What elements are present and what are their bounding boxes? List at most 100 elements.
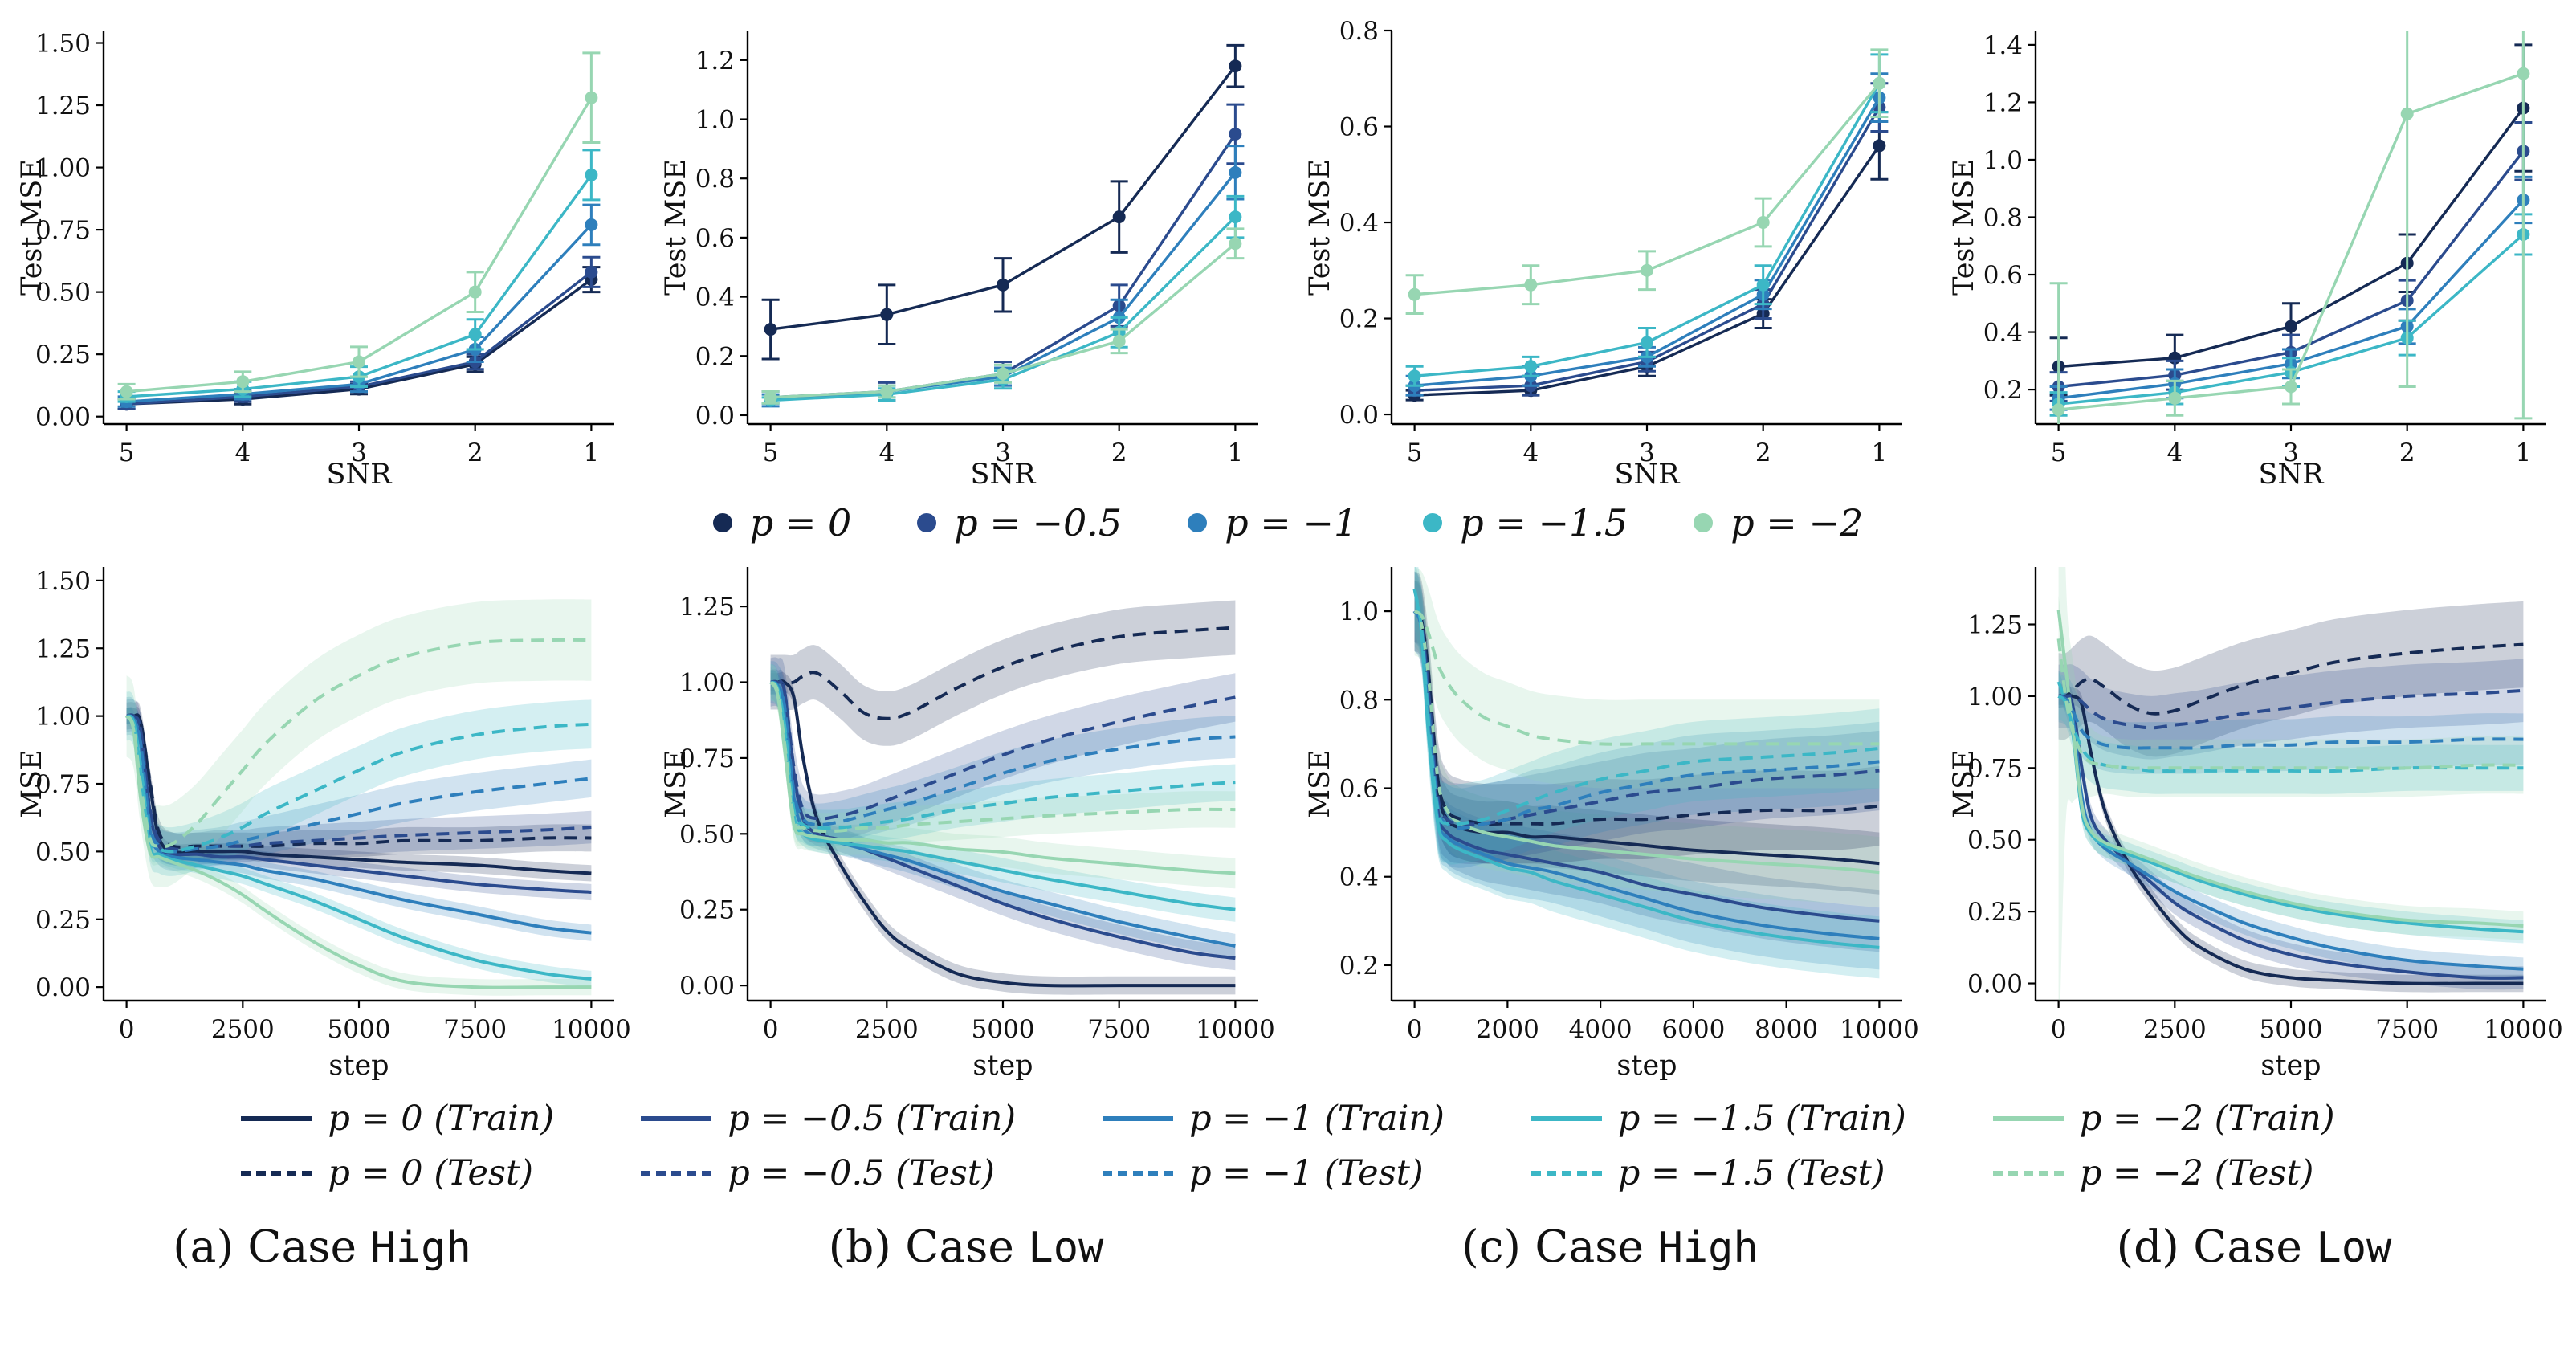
- top-row: 0.00 0.25 0.50 0.75 1.00 1.25 1.50 Test MSE SNR 5…: [0, 11, 2576, 493]
- svg-text:0.4: 0.4: [1983, 319, 2023, 348]
- svg-text:SNR: SNR: [1615, 459, 1681, 491]
- svg-text:0: 0: [119, 1015, 135, 1044]
- legend-item-p0-test: p = 0 (Test): [241, 1153, 554, 1193]
- svg-text:3: 3: [995, 438, 1011, 467]
- legend-label: p = −1 (Train): [1189, 1099, 1445, 1139]
- svg-text:2500: 2500: [2143, 1015, 2207, 1044]
- svg-text:5000: 5000: [2260, 1015, 2323, 1044]
- legend-item-p0: p = 0: [712, 501, 851, 544]
- svg-text:5: 5: [1407, 438, 1423, 467]
- legend-label: p = −0.5 (Test): [728, 1153, 995, 1193]
- svg-text:5000: 5000: [972, 1015, 1035, 1044]
- svg-text:Test MSE: Test MSE: [1304, 159, 1336, 296]
- svg-text:1.2: 1.2: [1983, 88, 2023, 117]
- svg-text:2500: 2500: [211, 1015, 275, 1044]
- svg-text:5: 5: [119, 438, 135, 467]
- svg-text:step: step: [2260, 1050, 2321, 1082]
- chart-steps-b: 0.00 0.25 0.50 0.75 1.00 1.25 MSE step 0 2500 5000…: [660, 567, 1275, 1082]
- svg-text:0.00: 0.00: [679, 972, 735, 1001]
- svg-text:7500: 7500: [1087, 1015, 1151, 1044]
- svg-text:3: 3: [1639, 438, 1655, 467]
- chart-test-mse-d: 0.2 0.4 0.6 0.8 1.0 1.2 1.4 Test MSE SNR 5 4 3 2 1: [1948, 31, 2546, 491]
- svg-text:7500: 7500: [443, 1015, 507, 1044]
- panel-top-c: 0.0 0.2 0.4 0.6 0.8 Test MSE SNR 5 4 3 2 1: [1288, 11, 1932, 493]
- svg-text:0: 0: [2051, 1015, 2067, 1044]
- legend-item-p2-test: p = −2 (Test): [1992, 1153, 2335, 1193]
- line-swatch: [1103, 1171, 1174, 1176]
- svg-text:8000: 8000: [1755, 1015, 1818, 1044]
- svg-text:0.8: 0.8: [1339, 686, 1379, 715]
- chart-steps-a: 0.00 0.25 0.50 0.75 1.00 1.25 1.50 MSE step 0 2500…: [16, 567, 631, 1082]
- svg-text:Test MSE: Test MSE: [660, 159, 692, 296]
- svg-text:0.00: 0.00: [35, 403, 91, 432]
- legend-label: p = 0 (Test): [328, 1153, 534, 1193]
- legend-item-p1-test: p = −1 (Test): [1103, 1153, 1445, 1193]
- svg-text:1.00: 1.00: [35, 703, 91, 732]
- svg-text:0.8: 0.8: [695, 165, 735, 194]
- svg-text:10000: 10000: [2484, 1015, 2563, 1044]
- svg-text:0.4: 0.4: [695, 283, 735, 312]
- svg-text:1.50: 1.50: [35, 567, 91, 596]
- svg-text:0.0: 0.0: [1339, 401, 1379, 430]
- figure: 0.00 0.25 0.50 0.75 1.00 1.25 1.50 Test MSE SNR 5…: [0, 11, 2576, 1272]
- svg-text:step: step: [972, 1050, 1033, 1082]
- caption-d: (d) Case Low: [1932, 1221, 2576, 1272]
- chart-test-mse-b: 0.0 0.2 0.4 0.6 0.8 1.0 1.2 Test MSE SNR 5 4 3 2 1: [660, 31, 1258, 491]
- svg-text:0.50: 0.50: [1967, 826, 2023, 855]
- svg-text:MSE: MSE: [1304, 749, 1336, 818]
- svg-text:0.2: 0.2: [695, 342, 735, 371]
- panel-top-a: 0.00 0.25 0.50 0.75 1.00 1.25 1.50 Test MSE SNR 5…: [0, 11, 644, 493]
- legend-label: p = −0.5 (Train): [728, 1099, 1017, 1139]
- legend-item-p0-train: p = 0 (Train): [241, 1099, 554, 1139]
- legend-label: p = −1.5 (Train): [1617, 1099, 1906, 1139]
- captions-row: (a) Case High (b) Case Low (c) Case High…: [0, 1221, 2576, 1272]
- panel-top-b: 0.0 0.2 0.4 0.6 0.8 1.0 1.2 Test MSE SNR 5 4 3 2 1: [644, 11, 1288, 493]
- svg-text:1: 1: [1228, 438, 1244, 467]
- line-swatch: [1103, 1116, 1174, 1121]
- caption-code: High: [370, 1224, 471, 1272]
- svg-text:2: 2: [467, 438, 483, 467]
- svg-text:10000: 10000: [1196, 1015, 1275, 1044]
- legend-item-p2: p = −2: [1694, 501, 1863, 544]
- legend-dot-p15: [1423, 513, 1443, 532]
- marker-legend: p = 0 p = −0.5 p = −1 p = −1.5 p = −2: [0, 501, 2576, 544]
- svg-text:1.4: 1.4: [1983, 31, 2023, 60]
- svg-text:0.25: 0.25: [35, 340, 91, 369]
- panel-bottom-b: 0.00 0.25 0.50 0.75 1.00 1.25 MSE step 0 2500 5000…: [644, 554, 1288, 1084]
- svg-text:4: 4: [234, 438, 251, 467]
- caption-code: High: [1657, 1224, 1759, 1272]
- bottom-row: 0.00 0.25 0.50 0.75 1.00 1.25 1.50 MSE step 0 2500…: [0, 554, 2576, 1084]
- svg-text:2000: 2000: [1476, 1015, 1539, 1044]
- svg-text:Test MSE: Test MSE: [16, 159, 48, 296]
- legend-dot-p0: [712, 513, 732, 532]
- caption-prefix: (a) Case: [173, 1221, 371, 1272]
- legend-label-p05: p = −0.5: [954, 501, 1123, 544]
- svg-text:10000: 10000: [1840, 1015, 1919, 1044]
- svg-text:SNR: SNR: [971, 459, 1037, 491]
- legend-label: p = −1.5 (Test): [1617, 1153, 1885, 1193]
- svg-text:0.50: 0.50: [35, 838, 91, 867]
- caption-code: Low: [1028, 1224, 1104, 1272]
- svg-text:1: 1: [1872, 438, 1888, 467]
- legend-label: p = 0 (Train): [328, 1099, 555, 1139]
- line-swatch: [641, 1116, 712, 1121]
- legend-item-p05: p = −0.5: [917, 501, 1122, 544]
- svg-text:1.25: 1.25: [679, 593, 735, 622]
- line-swatch: [241, 1171, 312, 1176]
- caption-code: Low: [2316, 1224, 2392, 1272]
- line-swatch: [241, 1116, 312, 1121]
- chart-test-mse-a: 0.00 0.25 0.50 0.75 1.00 1.25 1.50 Test MSE SNR 5…: [16, 30, 614, 491]
- svg-text:0.75: 0.75: [35, 216, 91, 245]
- panel-top-d: 0.2 0.4 0.6 0.8 1.0 1.2 1.4 Test MSE SNR 5 4 3 2 1: [1932, 11, 2576, 493]
- svg-text:2: 2: [1755, 438, 1771, 467]
- legend-item-p05-train: p = −0.5 (Train): [641, 1099, 1016, 1139]
- svg-text:2: 2: [1111, 438, 1127, 467]
- caption-c: (c) Case High: [1288, 1221, 1932, 1272]
- svg-text:0.6: 0.6: [1983, 261, 2023, 290]
- svg-text:0.25: 0.25: [679, 896, 735, 925]
- svg-text:0: 0: [1407, 1015, 1423, 1044]
- chart-steps-d: 0.00 0.25 0.50 0.75 1.00 1.25 MSE step 0 2500 5000…: [1948, 567, 2563, 1082]
- svg-text:1.0: 1.0: [1339, 597, 1379, 626]
- svg-text:1: 1: [2516, 438, 2532, 467]
- svg-text:0.50: 0.50: [35, 279, 91, 308]
